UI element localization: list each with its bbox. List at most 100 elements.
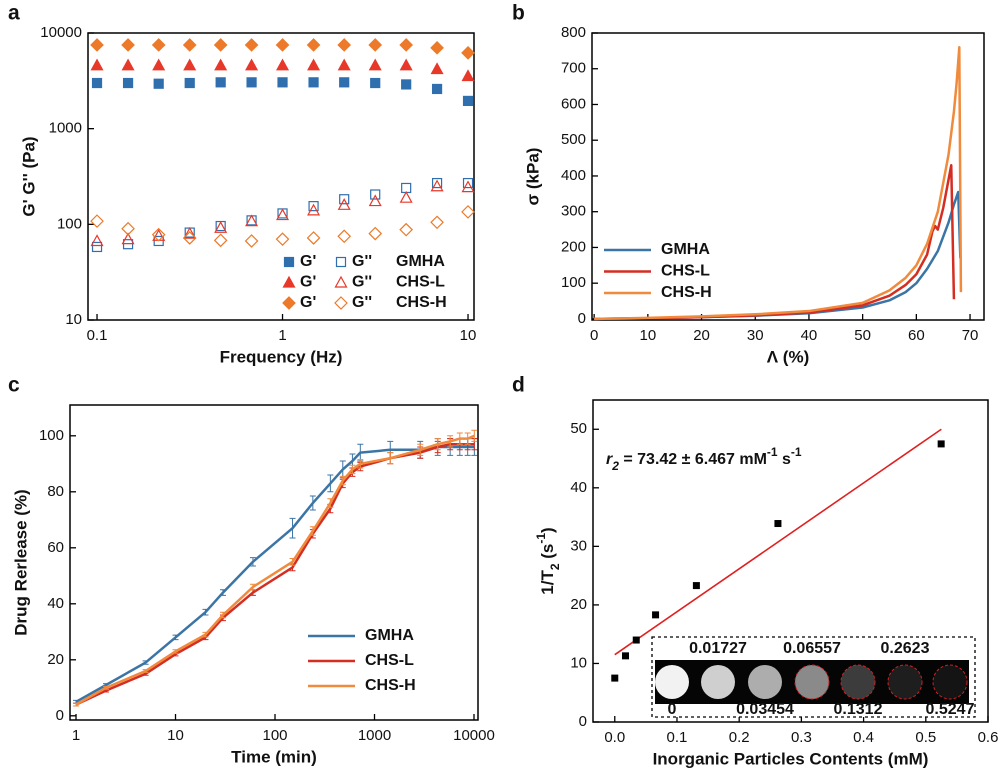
point	[430, 179, 444, 192]
error-bar	[339, 460, 346, 479]
point	[368, 194, 382, 207]
point	[462, 95, 474, 107]
legend-label: CHS-H	[365, 677, 416, 694]
point	[461, 46, 475, 60]
point	[153, 78, 164, 89]
x-tick-label: 0.1	[87, 327, 108, 344]
point	[368, 226, 383, 241]
point	[430, 62, 444, 75]
point	[183, 58, 197, 71]
panel-label: c	[8, 374, 20, 397]
x-tick-label: 10000	[453, 727, 495, 744]
point	[430, 215, 444, 230]
point	[337, 198, 351, 210]
y-tick-label: 40	[47, 595, 64, 612]
text-part: -1	[534, 533, 548, 544]
mri-sample	[887, 664, 923, 700]
error-bar	[434, 438, 441, 451]
inset-label: 0	[668, 701, 677, 718]
error-bar	[142, 669, 149, 673]
point	[91, 241, 103, 253]
text-part: 1/T	[538, 570, 557, 595]
point	[370, 189, 381, 200]
error-bar	[387, 452, 394, 465]
y-axis-label: G' G'' (Pa)	[19, 136, 38, 216]
legend-label: CHS-L	[396, 274, 445, 291]
legend-label: G''	[352, 253, 372, 270]
x-tick-label: 0.2	[729, 729, 750, 746]
x-tick-label: 1	[278, 327, 286, 344]
legend-label: CHS-L	[661, 263, 710, 280]
x-tick-label: 30	[747, 327, 764, 344]
point	[307, 58, 321, 71]
inset-label: 0.2623	[881, 640, 930, 657]
text-part: 2	[611, 459, 619, 473]
point	[121, 221, 135, 236]
text-part: -1	[791, 445, 802, 459]
text-part: r	[606, 451, 613, 468]
point	[462, 177, 474, 189]
legend-label: G''	[352, 294, 372, 311]
point	[339, 194, 350, 205]
point	[306, 231, 321, 245]
point	[277, 77, 288, 88]
point	[308, 201, 319, 212]
legend-label: G'	[300, 253, 316, 270]
error-bar	[289, 557, 296, 566]
y-tick-label: 0	[56, 707, 64, 724]
point	[307, 203, 321, 216]
point	[275, 232, 290, 247]
y-tick-label: 100	[39, 427, 64, 444]
error-bar	[219, 589, 226, 596]
error-bar	[172, 649, 179, 654]
point	[461, 205, 475, 219]
x-tick-label: 10	[460, 327, 477, 344]
line	[594, 46, 963, 321]
y-tick-label: 1000	[49, 120, 82, 137]
point	[214, 58, 228, 71]
y-tick-label: 400	[561, 167, 586, 184]
line	[594, 190, 962, 321]
point	[337, 229, 352, 244]
inset-label: 0.5247	[926, 701, 975, 718]
legend-marker	[283, 256, 295, 268]
point	[215, 77, 226, 88]
legend-marker	[334, 275, 348, 288]
x-tick-label: 40	[801, 327, 818, 344]
error-bar	[447, 435, 454, 448]
point	[370, 77, 381, 89]
text-part: 2	[548, 563, 562, 570]
text-part: = 73.42 ± 6.467 mM	[619, 451, 767, 468]
point	[399, 222, 414, 237]
x-tick-label: 1	[72, 727, 80, 744]
y-tick-label: 500	[561, 131, 586, 148]
error-bar	[202, 608, 209, 616]
point	[213, 233, 228, 248]
text-part: s	[778, 451, 791, 468]
y-axis-label: σ (kPa)	[523, 148, 542, 206]
point	[430, 40, 444, 55]
error-bar	[142, 660, 149, 665]
error-bar	[102, 685, 109, 690]
point	[431, 177, 443, 189]
error-bar	[339, 475, 346, 486]
text-part: )	[538, 527, 557, 533]
error-bar	[219, 611, 226, 619]
point	[339, 77, 350, 88]
error-bar	[349, 464, 356, 475]
line	[75, 434, 475, 706]
point	[90, 58, 104, 71]
x-tick-label: 0.3	[791, 729, 812, 746]
y-tick-label: 20	[47, 651, 64, 668]
x-tick-label: 10	[167, 727, 184, 744]
point	[399, 38, 414, 52]
legend-label: G'	[300, 274, 316, 291]
plot-frame	[592, 399, 989, 723]
error-bar	[289, 517, 296, 539]
line	[75, 445, 475, 703]
point	[182, 231, 197, 245]
error-bar	[309, 495, 316, 511]
y-axis-label: 1/T2 (s-1)	[534, 527, 562, 594]
error-bar	[456, 432, 463, 445]
error-bar	[357, 459, 364, 469]
